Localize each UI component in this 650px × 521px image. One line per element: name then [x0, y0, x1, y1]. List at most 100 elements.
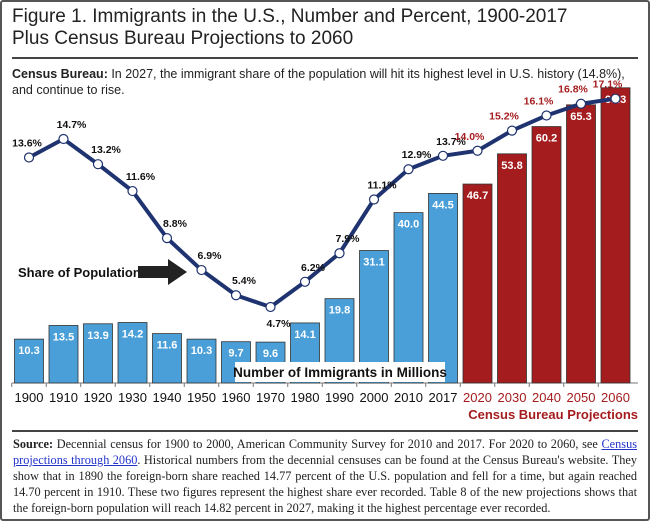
bar-series-label: Number of Immigrants in Millions	[233, 365, 447, 380]
title-divider	[12, 57, 638, 59]
point-label-2017: 13.7%	[436, 136, 466, 148]
bar-label-2030: 53.8	[501, 160, 522, 172]
census-note: Census Bureau: In 2027, the immigrant sh…	[12, 66, 648, 98]
bar-2000	[359, 250, 389, 384]
point-label-1900: 13.6%	[12, 137, 42, 149]
tick-label-2010: 2010	[394, 390, 423, 405]
title-line-1: Figure 1. Immigrants in the U.S., Number…	[12, 6, 568, 27]
tick-label-2000: 2000	[360, 390, 389, 405]
bar-label-2017: 44.5	[432, 199, 453, 211]
tick-label-1950: 1950	[187, 390, 216, 405]
bar-2010	[393, 212, 424, 384]
bar-label-1990: 19.8	[329, 305, 350, 317]
bar-label-1920: 13.9	[87, 330, 108, 342]
bar-2040	[531, 126, 562, 384]
point-label-1920: 13.2%	[91, 144, 121, 156]
bar-label-1940: 11.6	[157, 340, 178, 352]
point-2050	[575, 98, 587, 109]
tick-label-2030: 2030	[498, 390, 527, 405]
point-label-2050: 16.8%	[558, 84, 588, 96]
bar-2060	[600, 87, 631, 384]
chart: 10.3 1900 13.5 1910 13.9 1920 14.2 1930 11.6 1940…	[11, 79, 638, 422]
point-label-2060: 17.1%	[593, 79, 623, 91]
bar-2017	[428, 193, 458, 384]
bar-label-2040: 60.2	[536, 133, 557, 145]
bar-2030	[497, 153, 527, 384]
bar-label-1950: 10.3	[191, 345, 212, 357]
point-1960	[230, 290, 242, 301]
source-note: Source: Decennial census for 1900 to 200…	[13, 436, 637, 516]
arrow-icon	[138, 259, 187, 285]
point-1930	[127, 185, 138, 197]
source-label: Source:	[13, 437, 54, 451]
point-label-1910: 14.7%	[57, 119, 87, 131]
figure-title: Figure 1. Immigrants in the U.S., Number…	[12, 6, 568, 50]
tick-label-1970: 1970	[256, 390, 285, 405]
bar-label-1910: 13.5	[53, 331, 74, 343]
point-2017	[437, 150, 449, 161]
point-label-2020: 14.0%	[455, 131, 485, 143]
bar-label-1960: 9.7	[228, 348, 243, 360]
tick-label-1980: 1980	[291, 390, 320, 405]
tick-label-1940: 1940	[153, 390, 182, 405]
title-line-2: Plus Census Bureau Projections to 2060	[12, 28, 354, 49]
bar-label-1970: 9.6	[263, 348, 278, 360]
point-2030	[506, 125, 518, 136]
point-1970	[265, 301, 276, 313]
point-2060	[610, 93, 621, 104]
point-1980	[299, 276, 311, 287]
bar-1910	[48, 325, 79, 384]
bar-label-1930: 14.2	[122, 329, 143, 341]
point-label-2030: 15.2%	[489, 111, 519, 123]
source-text-2: . Historical numbers from the decennial …	[13, 453, 637, 515]
point-label-1960: 5.4%	[232, 275, 257, 287]
point-1950	[196, 264, 207, 276]
share-line	[28, 96, 616, 309]
point-label-2010: 12.9%	[402, 149, 432, 161]
point-label-1950: 6.9%	[198, 250, 223, 262]
bar-label-2050: 65.3	[570, 111, 591, 123]
tick-label-2040: 2040	[532, 390, 561, 405]
source-text-1: Decennial census for 1900 to 2000, Ameri…	[53, 437, 602, 451]
point-label-1990: 7.9%	[336, 233, 361, 245]
bar-1900	[14, 338, 44, 384]
source-divider	[12, 430, 638, 432]
tick-label-2017: 2017	[429, 390, 458, 405]
projection-label: Census Bureau Projections	[468, 407, 638, 422]
note-text: In 2027, the immigrant share of the popu…	[12, 67, 625, 97]
point-label-2040: 16.1%	[524, 95, 554, 107]
point-2020	[472, 145, 483, 156]
bar-label-1900: 10.3	[18, 345, 39, 357]
bar-2050	[566, 104, 596, 384]
point-1920	[92, 159, 104, 170]
bar-1920	[83, 323, 113, 384]
point-label-1930: 11.6%	[126, 171, 156, 183]
census-projections-link[interactable]: Census projections through 2060	[13, 437, 637, 467]
tick-label-2020: 2020	[463, 390, 492, 405]
tick-label-1990: 1990	[325, 390, 354, 405]
point-label-2000: 11.1%	[367, 179, 397, 191]
tick-label-2050: 2050	[567, 390, 596, 405]
bar-label-2010: 40.0	[398, 219, 419, 231]
point-label-1970: 4.7%	[267, 318, 292, 330]
line-series-label: Share of Population	[18, 265, 141, 280]
point-2010	[403, 164, 414, 175]
bar-1940	[152, 333, 182, 384]
tick-label-1960: 1960	[222, 390, 251, 405]
point-1900	[23, 152, 35, 163]
bar-series-label-box	[235, 362, 445, 382]
point-1990	[334, 248, 345, 259]
bar-label-1980: 14.1	[294, 329, 315, 341]
bar-1950	[186, 338, 217, 384]
tick-label-1920: 1920	[84, 390, 113, 405]
tick-label-2060: 2060	[601, 390, 630, 405]
tick-label-1930: 1930	[118, 390, 147, 405]
note-label: Census Bureau:	[12, 67, 108, 81]
bar-label-2020: 46.7	[467, 190, 488, 202]
point-2000	[368, 194, 380, 205]
point-1940	[161, 233, 173, 244]
point-label-1940: 8.8%	[163, 218, 188, 230]
bar-label-2000: 31.1	[363, 257, 384, 269]
point-2040	[541, 110, 552, 121]
